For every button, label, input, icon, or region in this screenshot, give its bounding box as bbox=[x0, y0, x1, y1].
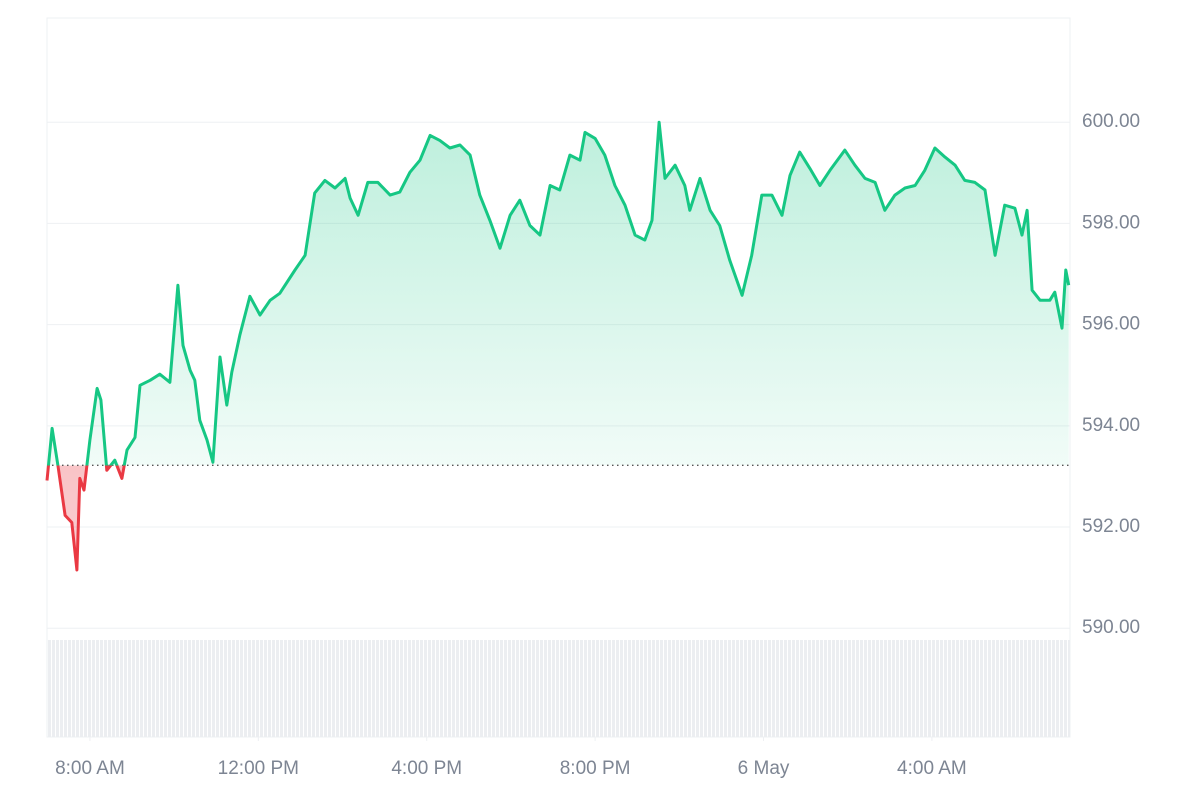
area-fill bbox=[47, 122, 1069, 570]
x-tick-label: 4:00 PM bbox=[391, 758, 462, 779]
price-line bbox=[45, 120, 1071, 572]
y-tick-label: 594.00 bbox=[1082, 415, 1140, 436]
volume-area bbox=[47, 640, 1070, 737]
x-tick-label: 8:00 PM bbox=[560, 758, 631, 779]
x-tick-label: 4:00 AM bbox=[897, 758, 967, 779]
y-tick-label: 600.00 bbox=[1082, 111, 1140, 132]
x-tick-label: 6 May bbox=[738, 758, 790, 779]
x-tick-label: 8:00 AM bbox=[55, 758, 125, 779]
y-tick-label: 592.00 bbox=[1082, 516, 1140, 537]
x-tick-label: 12:00 PM bbox=[218, 758, 299, 779]
y-tick-label: 596.00 bbox=[1082, 314, 1140, 335]
y-tick-label: 598.00 bbox=[1082, 212, 1140, 233]
y-tick-label: 590.00 bbox=[1082, 617, 1140, 638]
